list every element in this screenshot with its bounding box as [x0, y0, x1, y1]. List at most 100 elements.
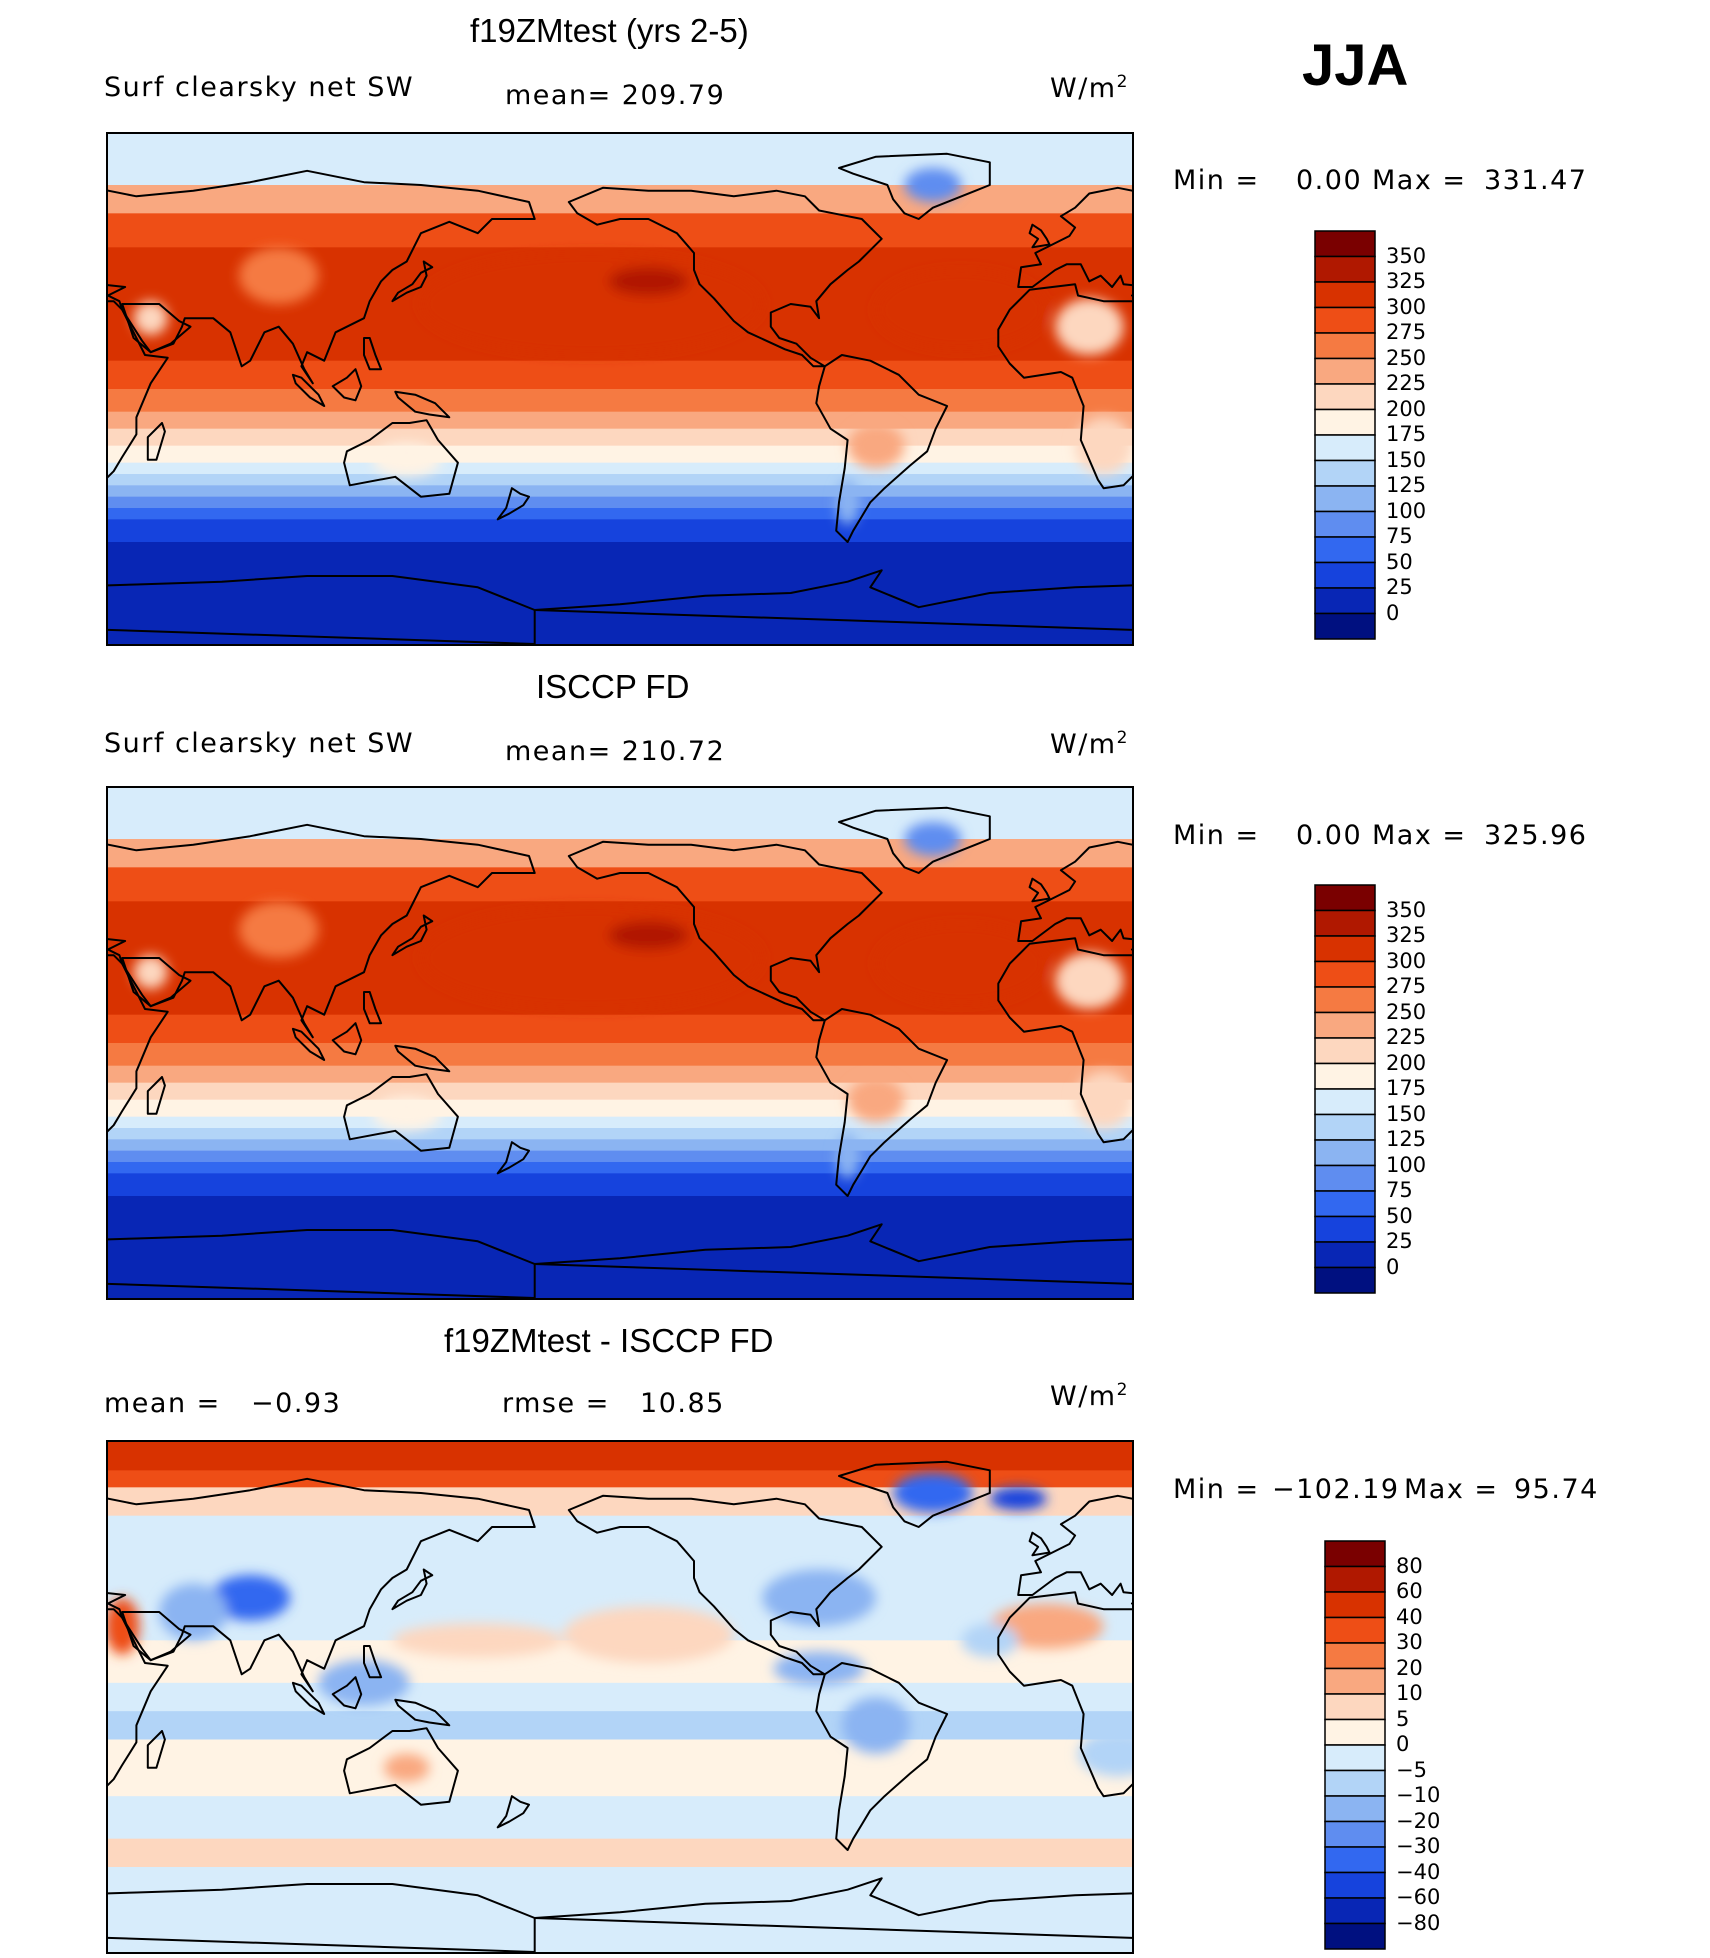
colorbar-tick-label: 75 — [1386, 524, 1413, 548]
coastline-africa — [108, 300, 169, 479]
season-label: JJA — [1302, 33, 1409, 98]
colorbar-tick-label: −30 — [1396, 1834, 1441, 1858]
colorbar-swatch — [1314, 434, 1376, 462]
coastline-samerica — [815, 1008, 949, 1197]
colorbar-swatch — [1314, 485, 1376, 513]
map-band — [108, 1196, 1132, 1298]
map-field-blob — [392, 1623, 564, 1658]
coastline-madagascar — [146, 1076, 166, 1115]
map-band — [108, 1442, 1132, 1472]
coastline-antarctica — [108, 575, 536, 644]
colorbar-swatch — [1314, 960, 1376, 988]
map-band — [108, 1043, 1132, 1067]
map-field-blob — [383, 1753, 430, 1782]
map-field-blob — [420, 253, 763, 355]
panel-1-map-svg — [108, 134, 1132, 644]
map-field-blob — [847, 423, 905, 469]
colorbar-swatch — [1324, 1718, 1386, 1746]
colorbar-tick-label: 10 — [1396, 1681, 1423, 1705]
coastline-africa — [108, 1608, 169, 1787]
coastline-philippines — [363, 337, 383, 371]
colorbar-tick-label: 0 — [1386, 1254, 1400, 1279]
coastline-borneo — [331, 368, 363, 402]
colorbar-tick-label: 200 — [1386, 1050, 1427, 1075]
panel-1-max-value: 331.47 — [1484, 165, 1588, 196]
colorbar-swatch — [1324, 1922, 1386, 1950]
coastline-uk — [1028, 223, 1051, 249]
coastline-samerica — [815, 1662, 949, 1851]
colorbar-tick-label: 200 — [1386, 396, 1427, 421]
coastline-sumatra — [291, 373, 326, 407]
panel-2-min-label: Min = — [1173, 820, 1260, 851]
colorbar-swatch — [1314, 357, 1376, 385]
colorbar-tick-label: 150 — [1386, 447, 1427, 472]
map-field-blob — [210, 1575, 291, 1621]
map-field-blob — [608, 921, 689, 950]
colorbar-tick-label: 50 — [1386, 1203, 1413, 1228]
panel-2-units: W/m2 — [1050, 728, 1129, 760]
panel-2-map-svg — [108, 788, 1132, 1298]
panel-1-colorbar: 350 325 300 275 250 225 200 175 150 125 100 75 50 25 0 — [1314, 230, 1464, 640]
panel-1-min-label: Min = — [1173, 165, 1260, 196]
colorbar-swatch — [1314, 306, 1376, 334]
colorbar-swatch — [1324, 1769, 1386, 1797]
colorbar-swatch — [1314, 230, 1376, 258]
colorbar-swatch — [1314, 986, 1376, 1014]
panel-1-map — [106, 132, 1134, 646]
coastline-australia — [343, 419, 459, 498]
map-band — [108, 389, 1132, 413]
colorbar-tick-label: 325 — [1386, 923, 1427, 947]
map-band — [108, 1838, 1132, 1868]
coastline-antarctica — [108, 1883, 536, 1952]
colorbar-tick-label: 275 — [1386, 974, 1427, 998]
colorbar-tick-label: 100 — [1386, 1152, 1427, 1177]
map-band — [108, 1711, 1132, 1741]
map-field-blob — [1055, 952, 1124, 1009]
panel-3-map — [106, 1440, 1134, 1954]
coastline-antarctica — [533, 1223, 1132, 1285]
colorbar-swatch — [1314, 1011, 1376, 1039]
colorbar-swatch — [1314, 536, 1376, 564]
map-band — [108, 1867, 1132, 1952]
coastline-arabia — [121, 957, 192, 1008]
map-field-blob — [318, 1660, 410, 1706]
coastline-newguinea — [394, 390, 451, 419]
colorbar-tick-label: −20 — [1396, 1808, 1441, 1833]
colorbar-tick-label: 350 — [1386, 897, 1427, 922]
map-field-blob — [372, 442, 441, 477]
colorbar-tick-label: 80 — [1396, 1553, 1423, 1578]
coastline-japan — [391, 1568, 434, 1611]
map-band — [108, 1065, 1132, 1084]
panel-3-min-label: Min = — [1173, 1474, 1260, 1505]
map-field-blob — [608, 267, 689, 296]
colorbar-swatch — [1314, 1266, 1376, 1294]
map-field-blob — [159, 1583, 228, 1641]
colorbar-swatch — [1314, 1139, 1376, 1167]
colorbar-tick-label: 150 — [1386, 1101, 1427, 1126]
panel-2-max-value: 325.96 — [1484, 820, 1588, 851]
colorbar-swatch — [1314, 612, 1376, 640]
colorbar-swatch — [1324, 1667, 1386, 1695]
colorbar-tick-label: 300 — [1386, 294, 1427, 319]
colorbar-tick-label: 5 — [1396, 1706, 1410, 1731]
map-field-blob — [904, 168, 962, 202]
colorbar-swatch — [1314, 510, 1376, 538]
colorbar-swatch — [1324, 1795, 1386, 1823]
map-field-blob — [961, 1623, 1019, 1658]
map-band — [108, 1082, 1132, 1101]
panel-1-variable-label: Surf clearsky net SW — [104, 72, 415, 103]
coastline-africa — [997, 1591, 1132, 1798]
coastline-newguinea — [394, 1698, 451, 1727]
colorbar-svg — [1314, 230, 1376, 640]
panel-3-max-value: 95.74 — [1514, 1474, 1599, 1505]
map-band — [108, 1796, 1132, 1840]
coastline-japan — [391, 914, 434, 957]
colorbar-swatch — [1314, 1113, 1376, 1141]
coastline-namerica — [567, 186, 883, 368]
map-band — [108, 1128, 1132, 1141]
colorbar-swatch — [1314, 1215, 1376, 1243]
colorbar-tick-label: −5 — [1396, 1757, 1427, 1782]
colorbar-tick-label: 40 — [1396, 1604, 1423, 1629]
coastline-africa — [108, 954, 169, 1133]
colorbar-swatch — [1314, 884, 1376, 912]
